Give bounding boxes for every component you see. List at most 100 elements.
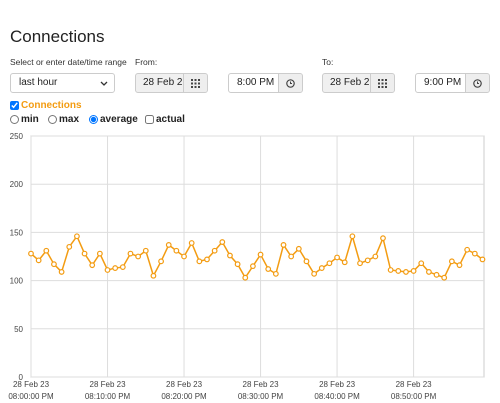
y-tick-label: 250 [10,132,24,141]
clock-icon [286,78,295,88]
data-point [372,253,379,260]
data-point [173,247,180,254]
from-time-value: 8:00 PM [237,77,275,88]
data-point [204,256,210,263]
calendar-button[interactable] [370,74,394,92]
clock-button[interactable] [465,74,489,92]
range-label: Select or enter date/time range [10,57,127,67]
x-tick-label: 08:30:00 PM [238,392,284,401]
data-point [318,265,325,271]
data-point [479,256,486,263]
data-point [265,266,272,272]
data-point [227,252,233,259]
series-checkbox[interactable] [10,101,19,110]
data-point [196,258,203,265]
clock-icon [473,78,482,88]
data-point [257,251,264,258]
from-date[interactable]: 28 Feb 2 [135,73,208,93]
data-point [272,270,279,277]
data-point [250,263,256,270]
data-point [456,262,463,269]
data-point [357,260,363,267]
agg-option: actual [145,114,185,125]
data-point [387,267,394,273]
x-tick-label: 28 Feb 23 [13,380,50,389]
data-point [43,247,50,254]
data-point [410,268,417,274]
agg-radio[interactable] [48,115,57,124]
agg-radio[interactable] [10,115,19,124]
data-point [380,235,386,242]
data-point [441,274,448,281]
calendar-icon [378,78,387,88]
x-tick-label: 08:40:00 PM [314,392,360,401]
data-point [403,269,409,275]
page-title: Connections [10,27,105,46]
data-point [81,250,88,257]
y-tick-label: 50 [14,325,23,334]
data-point [303,258,310,265]
agg-label: average [100,114,138,125]
data-point [295,245,302,252]
y-tick-label: 150 [10,228,24,237]
agg-checkbox[interactable] [145,115,154,124]
x-tick-label: 28 Feb 23 [90,380,127,389]
to-time-value: 9:00 PM [424,77,462,88]
data-point [104,267,111,273]
data-point [433,271,440,278]
chart: 0 50 100 150 200 250 28 Feb 23 08:00:00 PM 28 Fe… [8,132,486,401]
data-point [66,243,73,250]
y-tick-label: 0 [19,373,24,382]
from-date-value: 28 Feb 2 [143,77,183,88]
data-point [219,239,226,245]
agg-option: average [89,114,138,125]
y-tick-label: 200 [10,180,24,189]
data-point [74,233,80,240]
calendar-button[interactable] [183,74,207,92]
to-time[interactable]: 9:00 PM [415,73,490,93]
data-point [341,259,348,266]
data-point [58,269,65,275]
data-point [112,265,119,271]
data-point [211,247,218,254]
range-select[interactable]: last hour [10,73,115,93]
x-tick-label: 28 Feb 23 [396,380,433,389]
data-point [418,260,425,267]
x-tick-label: 08:10:00 PM [85,392,131,401]
series-toggle: Connections [10,100,82,111]
agg-radio[interactable] [89,115,98,124]
calendar-icon [191,78,200,88]
plot-area [30,135,485,378]
agg-option: max [48,114,79,125]
from-time[interactable]: 8:00 PM [228,73,303,93]
data-point [127,250,134,257]
data-point [96,250,103,257]
agg-label: min [21,114,39,125]
range-value: last hour [19,77,58,88]
data-point [280,242,287,248]
data-point [311,270,318,277]
data-point [51,261,57,268]
to-date[interactable]: 28 Feb 2 [322,73,395,93]
data-point [395,268,402,274]
data-point [188,240,195,246]
data-point [135,253,142,260]
data-point [165,242,172,248]
agg-label: max [59,114,80,125]
data-point [288,253,295,260]
data-point [364,257,371,264]
x-tick-label: 08:00:00 PM [8,392,54,401]
agg-label: actual [156,114,185,125]
data-point [242,274,249,281]
to-date-value: 28 Feb 2 [330,77,370,88]
data-point [28,250,34,257]
chevron [100,81,108,86]
data-point [150,272,157,279]
y-tick-label: 100 [10,277,24,286]
data-point [334,254,340,261]
data-point [181,253,187,260]
data-point [142,247,149,254]
to-label: To: [322,57,334,67]
clock-button[interactable] [278,74,302,92]
data-point [349,233,356,240]
